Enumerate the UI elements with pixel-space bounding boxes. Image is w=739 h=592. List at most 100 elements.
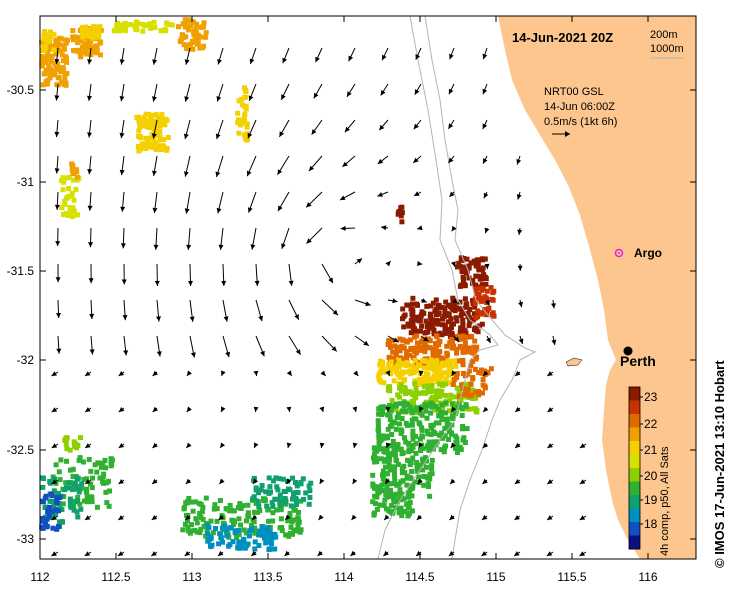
sst-pixel [227, 502, 233, 508]
sst-pixel [381, 380, 387, 386]
sst-pixel [236, 532, 242, 538]
sst-pixel [410, 354, 416, 360]
sst-pixel [410, 316, 416, 322]
sst-pixel [457, 263, 463, 269]
sst-pixel [442, 425, 448, 431]
sst-pixel [454, 350, 459, 356]
sst-pixel [150, 143, 156, 149]
sst-pixel [424, 415, 430, 421]
sst-pixel [40, 475, 46, 481]
current-arrow-head [253, 406, 259, 412]
sst-pixel [288, 503, 294, 509]
sst-pixel [190, 508, 196, 514]
current-arrow-head [51, 551, 57, 556]
sst-pixel [256, 504, 262, 509]
sst-pixel [47, 513, 52, 519]
sst-pixel [186, 496, 192, 501]
sst-pixel [445, 358, 451, 364]
sst-pixel [425, 431, 431, 437]
sst-pixel [217, 498, 223, 503]
colorbar-tick-label: 22 [644, 417, 658, 431]
sst-pixel [391, 355, 397, 361]
sst-pixel [415, 381, 421, 387]
sst-pixel [419, 433, 425, 439]
sst-pixel [435, 321, 441, 327]
sst-pixel [72, 474, 77, 480]
current-arrow-head [286, 370, 292, 376]
sst-pixel [385, 426, 391, 432]
sst-pixel [136, 134, 142, 140]
current-arrow-head [118, 443, 125, 448]
current-arrow-head [54, 168, 60, 174]
sst-pixel [70, 466, 76, 472]
sst-pixel [47, 71, 53, 77]
sst-pixel [378, 456, 384, 462]
current-arrow-head [85, 443, 91, 448]
sst-pixel [40, 498, 46, 504]
sst-pixel [239, 118, 245, 124]
sst-pixel [383, 506, 389, 512]
current-arrow-head [352, 478, 358, 484]
sst-pixel [224, 527, 230, 533]
sst-pixel [193, 26, 199, 32]
sst-pixel [70, 205, 76, 211]
current-arrow-head [516, 194, 522, 200]
sst-pixel [76, 489, 82, 495]
sst-pixel [407, 510, 413, 516]
sst-pixel [453, 363, 459, 369]
sst-pixel [440, 406, 446, 412]
sst-pixel [435, 367, 441, 373]
sst-pixel [148, 115, 154, 121]
sst-pixel [244, 124, 250, 130]
sst-pixel [396, 394, 402, 400]
current-arrow-head [288, 280, 294, 286]
sst-pixel [48, 498, 54, 504]
sst-pixel [151, 136, 157, 142]
sst-pixel [373, 484, 379, 490]
sst-pixel [472, 366, 478, 372]
sst-pixel [227, 508, 233, 514]
sst-pixel [78, 54, 84, 60]
sst-pixel [274, 484, 280, 490]
sst-pixel [459, 406, 465, 412]
sst-pixel [479, 321, 485, 327]
current-arrow-head [151, 551, 157, 556]
sst-pixel [47, 504, 53, 510]
colorbar-tick-label: 23 [644, 390, 658, 404]
sst-pixel [433, 420, 439, 426]
sst-pixel [67, 496, 73, 502]
sst-pixel [439, 402, 445, 408]
argo-label: Argo [634, 246, 662, 260]
sst-pixel [399, 385, 405, 390]
sst-pixel [473, 328, 479, 334]
sst-pixel [423, 358, 429, 364]
current-arrow-head [382, 54, 387, 61]
sst-pixel [143, 135, 149, 141]
current-arrow-head [448, 123, 454, 129]
sst-pixel [395, 348, 401, 353]
sst-pixel [400, 478, 406, 484]
land-mass [498, 16, 696, 559]
sst-pixel [233, 528, 238, 534]
sst-pixel [180, 527, 186, 533]
sst-pixel [181, 42, 187, 48]
sst-pixel [47, 480, 53, 486]
sst-pixel [429, 383, 435, 389]
sst-pixel [64, 446, 70, 452]
sst-pixel [426, 383, 432, 389]
sst-pixel [433, 442, 439, 448]
sst-pixel [123, 28, 128, 34]
sst-pixel [457, 283, 463, 289]
sst-pixel [50, 525, 56, 531]
sst-pixel [387, 366, 393, 372]
current-arrow-head [217, 59, 222, 65]
sst-pixel [386, 354, 392, 360]
sst-pixel [390, 403, 395, 409]
sst-pixel [296, 510, 301, 515]
current-arrow-head [384, 514, 390, 520]
current-arrow-head [417, 225, 423, 231]
sst-pixel [380, 359, 386, 365]
sst-pixel [479, 287, 485, 293]
sst-pixel [462, 340, 468, 346]
